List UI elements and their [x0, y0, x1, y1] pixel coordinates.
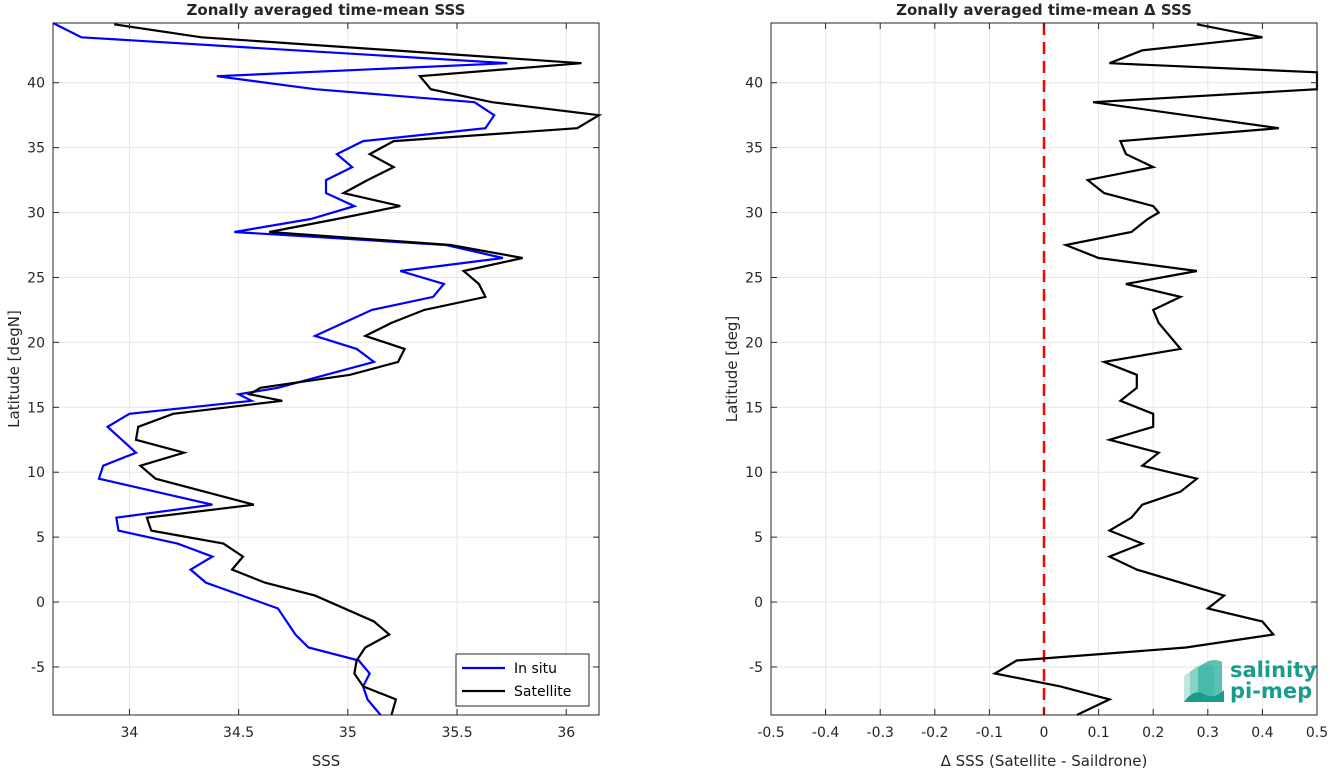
right-y-tick-label: 30 — [745, 206, 763, 222]
right-y-tick-label: 10 — [745, 465, 763, 481]
left-y-tick-label: 30 — [27, 206, 45, 222]
left-y-tick-label: 15 — [27, 400, 45, 416]
left-chart-panel: 34 34.5 35 35.5 36 -5 0 5 10 15 20 25 30 35 40 Zonally… — [5, 1, 603, 769]
right-y-tick-label: 20 — [745, 335, 763, 351]
right-x-tick-label: -0.2 — [921, 725, 948, 741]
left-y-tick-label: 10 — [27, 465, 45, 481]
right-y-tick-label: 15 — [745, 400, 763, 416]
left-y-tick-label: -5 — [31, 660, 45, 676]
left-y-tick-label: 25 — [27, 270, 45, 286]
left-x-tick-label: 34 — [121, 725, 139, 741]
right-x-tick-label: 0.4 — [1251, 725, 1273, 741]
right-y-tick-label: 40 — [745, 76, 763, 92]
logo-text-salinity: salinity — [1230, 658, 1317, 682]
left-x-tick-label: 35 — [339, 725, 357, 741]
legend: In situ Satellite — [455, 653, 590, 707]
left-x-tick-label: 35.5 — [441, 725, 472, 741]
left-x-axis-label: SSS — [312, 752, 341, 769]
right-data-layer — [991, 23, 1319, 716]
salinity-pimep-logo: salinity pi-mep — [1184, 658, 1317, 703]
right-y-axis-label: Latitude [deg] — [723, 316, 741, 422]
right-y-tick-label: -5 — [749, 660, 763, 676]
left-plot-area — [53, 23, 599, 715]
left-y-tick-label: 35 — [27, 141, 45, 157]
legend-label-in-situ: In situ — [514, 661, 557, 677]
right-y-tick-label: 25 — [745, 270, 763, 286]
left-data-layer — [52, 22, 603, 716]
right-ticks: -0.5 -0.4 -0.3 -0.2 -0.1 0 0.1 0.2 0.3 0.4 0.5 -5 0 5… — [745, 23, 1328, 741]
right-x-tick-label: -0.5 — [757, 725, 784, 741]
right-x-tick-label: 0.2 — [1142, 725, 1164, 741]
left-series-line-in-situ — [52, 22, 508, 716]
right-series-line-delta-0 — [991, 23, 1319, 716]
right-y-tick-label: 5 — [754, 530, 763, 546]
left-grid — [53, 23, 599, 715]
left-y-axis-label: Latitude [degN] — [5, 310, 23, 428]
right-chart-panel: -0.5 -0.4 -0.3 -0.2 -0.1 0 0.1 0.2 0.3 0.4 0.5 -5 0 5… — [723, 1, 1328, 769]
left-y-tick-label: 20 — [27, 335, 45, 351]
right-y-tick-label: 0 — [754, 595, 763, 611]
legend-box — [455, 653, 590, 707]
right-x-tick-label: 0.5 — [1306, 725, 1328, 741]
logo-text-pimep: pi-mep — [1230, 679, 1312, 703]
right-x-tick-label: 0.1 — [1087, 725, 1109, 741]
left-y-tick-label: 0 — [36, 595, 45, 611]
right-y-tick-label: 35 — [745, 141, 763, 157]
left-x-tick-label: 36 — [557, 725, 575, 741]
right-x-tick-label: 0.3 — [1197, 725, 1219, 741]
right-x-axis-label: Δ SSS (Satellite - Saildrone) — [941, 752, 1148, 769]
right-x-tick-label: -0.1 — [976, 725, 1003, 741]
left-axes-box — [52, 22, 600, 716]
right-chart-title: Zonally averaged time-mean Δ SSS — [896, 1, 1192, 19]
right-x-tick-label: -0.3 — [867, 725, 894, 741]
right-x-tick-label: -0.4 — [812, 725, 839, 741]
wave-logo-icon — [1184, 660, 1224, 702]
left-y-tick-label: 40 — [27, 76, 45, 92]
left-chart-title: Zonally averaged time-mean SSS — [187, 1, 466, 19]
left-x-tick-label: 34.5 — [223, 725, 254, 741]
right-x-tick-label: 0 — [1040, 725, 1049, 741]
left-y-tick-label: 5 — [36, 530, 45, 546]
legend-label-satellite: Satellite — [514, 684, 571, 700]
left-ticks: 34 34.5 35 35.5 36 -5 0 5 10 15 20 25 30 35 40 — [27, 23, 599, 741]
left-series-line-satellite — [114, 23, 603, 716]
